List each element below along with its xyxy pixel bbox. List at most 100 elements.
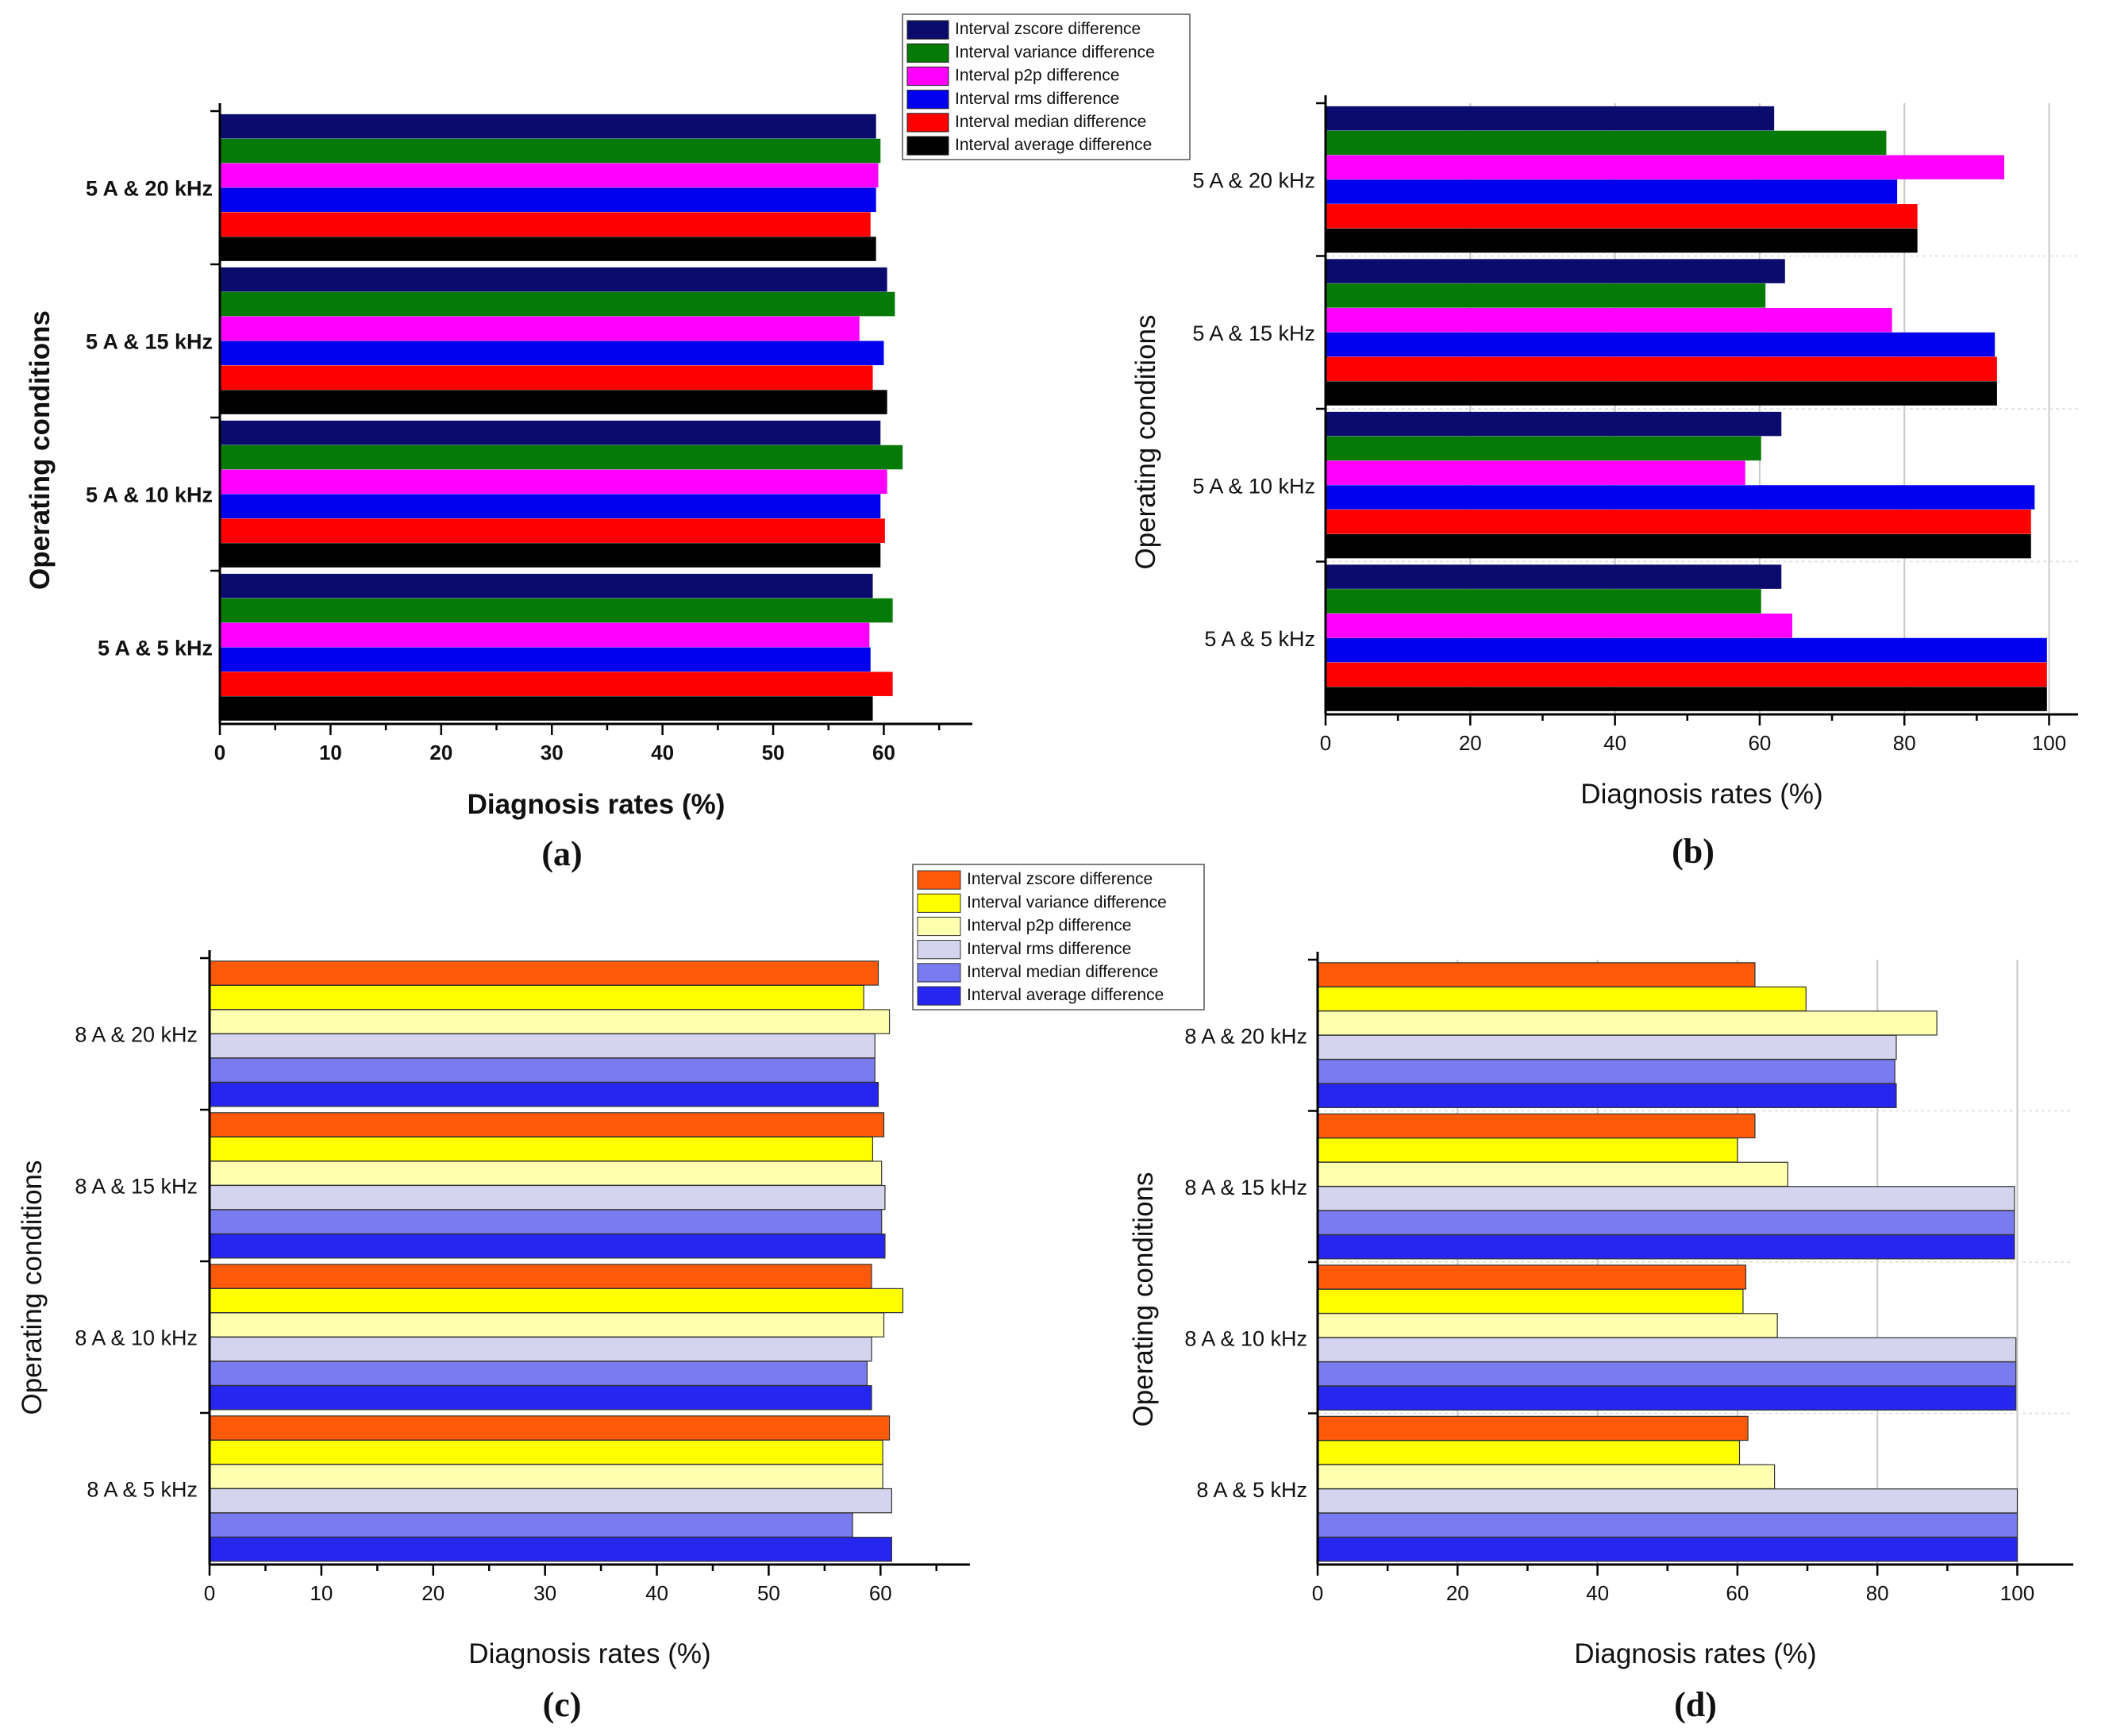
bar	[220, 672, 893, 696]
bar	[1317, 1034, 1897, 1060]
category-label: 5 A & 5 kHz	[98, 637, 213, 660]
bar	[1326, 510, 2031, 534]
legend-swatch	[917, 893, 961, 913]
bar	[1326, 564, 1782, 589]
x-tick-label: 100	[2000, 1581, 2034, 1605]
panel-label: (d)	[1674, 1685, 1717, 1724]
legend-swatch	[906, 113, 949, 133]
bar	[1326, 204, 1918, 229]
legend-entry: Interval zscore difference	[955, 20, 1141, 38]
bar	[1326, 356, 1997, 382]
bar	[1317, 1010, 1938, 1036]
x-tick-label: 20	[1446, 1581, 1469, 1605]
legend-box	[912, 864, 1205, 1010]
bar	[209, 1033, 876, 1059]
chart-panel-a: 5 A & 5 kHz 5 A & 10 kHz 5 A & 15 kHz 5 A &…	[25, 13, 1191, 873]
category-label: 5 A & 15 kHz	[1192, 321, 1315, 345]
x-tick-label: 10	[310, 1581, 333, 1605]
bar	[1326, 228, 1918, 253]
category-label: 5 A & 15 kHz	[86, 330, 213, 354]
legend-swatch	[917, 940, 961, 960]
bar	[1317, 1161, 1788, 1187]
x-tick-label: 20	[1459, 731, 1482, 755]
bar	[1317, 1537, 2019, 1562]
bar	[209, 1112, 885, 1137]
bar	[1326, 307, 1892, 333]
bar	[1317, 1415, 1749, 1442]
bar	[220, 163, 879, 188]
legend-entry: Interval average difference	[955, 136, 1152, 154]
x-tick-label: 60	[1748, 731, 1771, 755]
legend-entry: Interval p2p difference	[955, 67, 1119, 85]
category-label: 8 A & 20 kHz	[75, 1023, 198, 1047]
bar	[220, 341, 884, 366]
x-tick-label: 20	[421, 1581, 445, 1605]
x-tick-label: 60	[1726, 1581, 1749, 1605]
x-tick-label: 50	[762, 741, 785, 764]
bar	[1326, 533, 2031, 559]
bar	[209, 1209, 883, 1234]
bar	[1317, 1210, 2015, 1236]
bar	[1317, 1264, 1747, 1290]
x-tick-label: 40	[1603, 731, 1626, 755]
bar	[1317, 1337, 2017, 1363]
bar	[1317, 1234, 2015, 1260]
legend: Interval zscore difference Interval varia…	[912, 864, 1205, 1010]
bar	[1317, 962, 1756, 987]
x-tick-label: 40	[645, 1581, 668, 1605]
x-tick-label: 0	[1312, 1581, 1323, 1605]
category-label: 8 A & 5 kHz	[87, 1478, 198, 1502]
y-axis-title: Operating conditions	[1130, 314, 1161, 569]
category-label: 8 A & 15 kHz	[75, 1175, 198, 1199]
legend-swatch	[906, 43, 949, 63]
bar	[1317, 1288, 1744, 1315]
bar	[1326, 687, 2047, 711]
bar	[220, 212, 871, 237]
legend-swatch	[917, 986, 961, 1006]
legend-swatch	[906, 66, 949, 87]
bar	[1317, 1464, 1776, 1490]
bar	[220, 291, 895, 317]
legend-swatch	[906, 90, 949, 110]
x-tick-label: 20	[429, 741, 452, 764]
bar	[220, 316, 860, 341]
bar	[209, 1361, 868, 1386]
bar	[1326, 485, 2035, 510]
bar	[1317, 1385, 2017, 1411]
bar	[209, 960, 879, 986]
chart-panel-d: 8 A & 5 kHz 8 A & 10 kHz 8 A & 15 kHz 8 A &…	[1128, 952, 2073, 1724]
bar	[209, 1082, 879, 1107]
x-axis-title: Diagnosis rates (%)	[468, 789, 725, 820]
legend-swatch	[917, 870, 961, 890]
bar	[1326, 259, 1785, 283]
chart-panel-c: 8 A & 5 kHz 8 A & 10 kHz 8 A & 15 kHz 8 A &…	[17, 864, 1205, 1724]
bar	[1326, 381, 1997, 406]
bar	[1326, 179, 1898, 204]
category-label: 8 A & 20 kHz	[1184, 1024, 1307, 1048]
category-label: 5 A & 5 kHz	[1204, 627, 1315, 651]
x-tick-label: 60	[869, 1581, 892, 1605]
bar	[1317, 1313, 1778, 1338]
x-tick-label: 40	[651, 741, 674, 764]
legend-entry: Interval variance difference	[967, 893, 1167, 911]
x-tick-label: 60	[872, 741, 895, 764]
x-tick-label: 30	[533, 1581, 556, 1605]
bar	[209, 1336, 872, 1362]
bar	[1326, 106, 1775, 131]
bar	[1317, 986, 1807, 1012]
x-tick-label: 80	[1893, 731, 1916, 755]
legend-entry: Interval variance difference	[955, 43, 1155, 61]
bar	[209, 1264, 872, 1289]
bar	[1326, 460, 1745, 485]
bar	[1317, 1113, 1756, 1139]
category-label: 5 A & 10 kHz	[86, 483, 213, 507]
bar	[209, 1537, 892, 1562]
y-axis-title: Operating conditions	[17, 1160, 48, 1415]
bar	[220, 187, 876, 213]
bar	[220, 696, 873, 721]
bar	[209, 1136, 874, 1162]
bar	[1317, 1440, 1741, 1465]
bar	[220, 420, 881, 445]
bar	[1326, 436, 1761, 461]
